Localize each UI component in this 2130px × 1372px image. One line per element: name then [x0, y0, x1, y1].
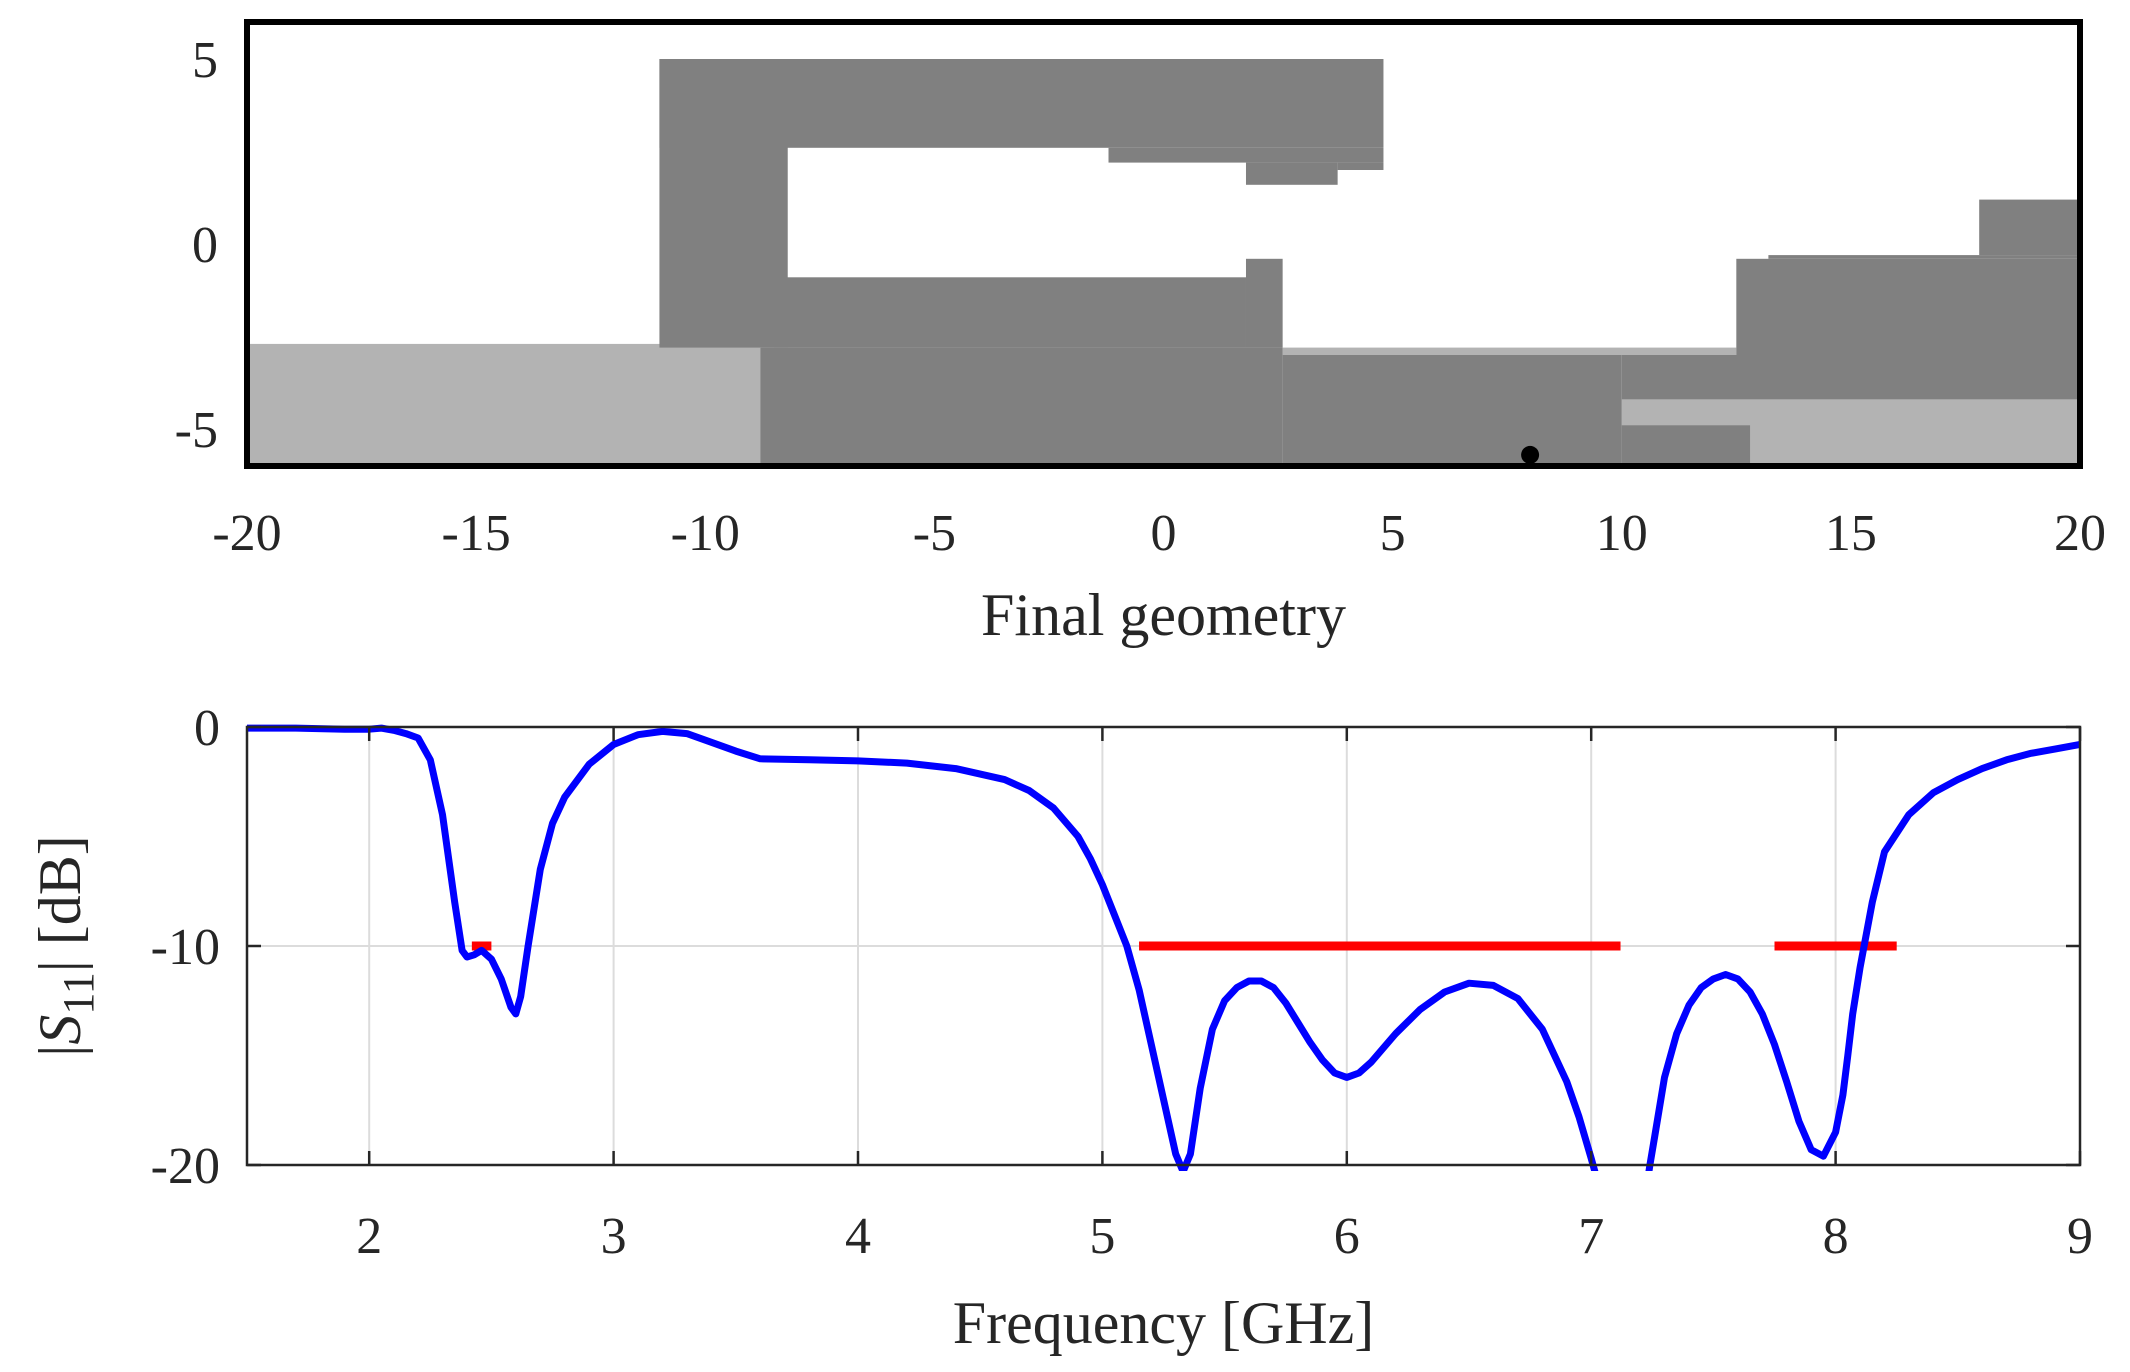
- metal-region-5: [1108, 147, 1384, 163]
- geometry-axes-frame: [244, 19, 2083, 469]
- geometry-x-tick-4: 0: [1151, 505, 1177, 562]
- geometry-x-tick-7: 15: [1825, 505, 1877, 562]
- s11-x-tick-labels: 2 3 4 5 6 7 8 9: [356, 1208, 2093, 1265]
- geometry-shapes: [247, 59, 2080, 466]
- metal-region-10: [1245, 258, 1283, 348]
- metal-region-9: [773, 277, 1246, 348]
- s11-tick-marks: [247, 725, 2082, 1167]
- metal-region-7: [1337, 162, 1384, 170]
- s11-x-tick-2: 4: [845, 1208, 871, 1265]
- metal-region-12: [1621, 425, 1751, 466]
- s11-x-axis-label: Frequency [GHz]: [953, 1290, 1375, 1356]
- metal-region-8: [760, 347, 1283, 466]
- s11-x-tick-7: 9: [2067, 1208, 2093, 1265]
- ylabel-suffix: | [dB]: [27, 835, 93, 972]
- geometry-x-tick-3: -5: [913, 505, 956, 562]
- s11-y-axis-label: |S11| [dB]: [27, 835, 103, 1056]
- metal-region-15: [1768, 255, 2080, 259]
- geometry-x-tick-0: -20: [212, 505, 281, 562]
- geometry-x-tick-8: 20: [2054, 505, 2106, 562]
- metal-region-14: [1736, 258, 2080, 355]
- s11-y-tick-2: -20: [151, 1138, 220, 1195]
- s11-curve: [247, 724, 2080, 1171]
- geometry-x-tick-5: 5: [1380, 505, 1406, 562]
- geometry-y-tick-0: 5: [192, 32, 218, 89]
- ground-region-0: [247, 343, 761, 466]
- geometry-y-tick-labels: 5 0 -5: [175, 32, 218, 459]
- geometry-x-tick-1: -15: [441, 505, 510, 562]
- geometry-x-axis-label: Final geometry: [981, 582, 1346, 648]
- s11-y-tick-labels: 0 -10 -20: [151, 700, 220, 1195]
- ylabel-sub: 11: [54, 972, 103, 1014]
- s11-y-tick-0: 0: [194, 700, 220, 757]
- feed-point: [1521, 445, 1540, 464]
- s11-x-tick-3: 5: [1089, 1208, 1115, 1265]
- ground-region-2: [1282, 347, 1737, 355]
- s11-x-tick-4: 6: [1334, 1208, 1360, 1265]
- metal-region-6: [1245, 162, 1338, 185]
- s11-plot-area: [247, 724, 2080, 1171]
- geometry-x-tick-6: 10: [1596, 505, 1648, 562]
- geometry-y-tick-2: -5: [175, 402, 218, 459]
- s11-x-tick-5: 7: [1578, 1208, 1604, 1265]
- geometry-x-tick-labels: -20 -15 -10 -5 0 5 10 15 20: [212, 505, 2106, 562]
- s11-x-tick-0: 2: [356, 1208, 382, 1265]
- geometry-x-tick-2: -10: [671, 505, 740, 562]
- geometry-y-tick-1: 0: [192, 217, 218, 274]
- ylabel-prefix: |: [27, 1045, 93, 1057]
- metal-region-13: [1621, 355, 2080, 400]
- ylabel-var: S: [27, 1015, 93, 1045]
- s11-plot: 2 3 4 5 6 7 8 9 0 -10 -20 Frequency [GHz] |S11| […: [27, 700, 2093, 1356]
- metal-region-11: [1282, 355, 1622, 466]
- s11-x-tick-1: 3: [601, 1208, 627, 1265]
- geometry-plot: -20 -15 -10 -5 0 5 10 15 20 5 0 -5 Final geometry: [175, 19, 2106, 648]
- metal-region-4: [659, 59, 1384, 148]
- metal-region-16: [1979, 199, 2080, 256]
- s11-y-tick-1: -10: [151, 919, 220, 976]
- s11-x-tick-6: 8: [1823, 1208, 1849, 1265]
